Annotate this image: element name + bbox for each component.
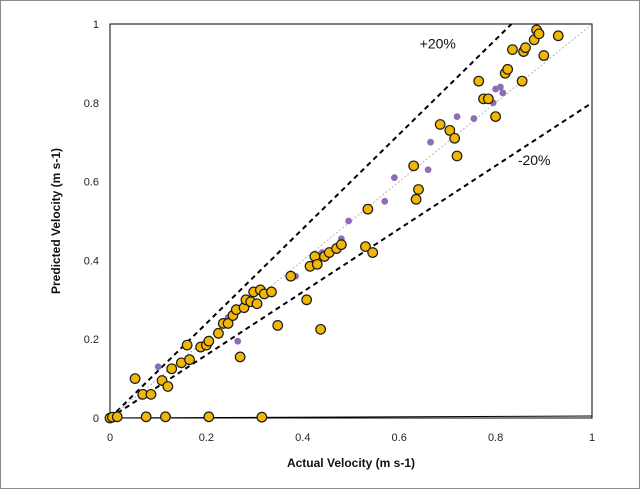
data-point <box>129 373 141 385</box>
data-point <box>410 193 422 205</box>
data-point-small <box>234 337 242 345</box>
x-tick-label: 0.6 <box>392 432 407 444</box>
data-point <box>408 160 420 172</box>
data-point-small <box>390 174 398 182</box>
data-point <box>360 241 371 253</box>
data-point <box>222 318 234 329</box>
reference-line-dashed-1 <box>109 101 593 419</box>
data-point <box>362 203 374 215</box>
data-point <box>552 30 564 42</box>
data-point <box>203 335 215 347</box>
data-series-0 <box>104 24 564 424</box>
x-tick-label: 0 <box>107 432 113 444</box>
data-point <box>516 75 528 87</box>
reference-lines <box>109 23 593 419</box>
data-point-small <box>453 113 461 120</box>
data-point <box>490 111 502 122</box>
annotation-minus-20: -20% <box>518 152 551 168</box>
y-tick-label: 0.8 <box>84 98 99 110</box>
x-tick-label: 0.8 <box>488 432 503 444</box>
tick-labels: 0 0.2 0.4 0.6 0.8 1 0 0.2 0.4 0.6 0.8 1 <box>84 19 595 444</box>
data-point <box>184 354 195 366</box>
data-point <box>473 75 485 87</box>
data-point <box>256 411 268 423</box>
y-tick-label: 0.2 <box>84 334 99 346</box>
data-point-small <box>497 83 504 91</box>
data-point <box>251 298 263 310</box>
data-point-small <box>499 89 507 97</box>
data-point <box>166 363 178 375</box>
data-series-layer <box>104 24 564 424</box>
reference-line-solid-3 <box>109 415 593 419</box>
x-axis-title: Actual Velocity (m s-1) <box>287 456 415 470</box>
y-tick-label: 0 <box>93 413 99 425</box>
data-point <box>444 124 456 136</box>
data-point <box>538 50 550 61</box>
data-point <box>145 388 157 400</box>
x-tick-label: 0.2 <box>199 432 214 444</box>
data-point <box>311 258 323 270</box>
data-point-small <box>424 166 432 174</box>
x-tick-label: 0.4 <box>295 432 310 444</box>
data-point <box>502 63 514 75</box>
data-point-small <box>154 363 162 371</box>
data-point <box>449 132 461 144</box>
y-tick-label: 0.6 <box>84 177 99 189</box>
data-point <box>335 239 347 251</box>
data-point-small <box>470 115 478 122</box>
data-point-small <box>427 138 434 146</box>
y-tick-label: 1 <box>93 19 99 31</box>
data-point <box>266 286 277 298</box>
data-point-small <box>381 197 389 205</box>
x-tick-label: 1 <box>589 432 595 444</box>
data-point <box>285 270 297 282</box>
data-point <box>213 327 224 339</box>
data-point <box>203 411 215 423</box>
reference-line-dashed-0 <box>109 23 513 419</box>
data-point <box>162 381 174 392</box>
data-point <box>272 320 284 331</box>
data-point <box>181 339 193 351</box>
y-tick-label: 0.4 <box>84 255 99 267</box>
y-axis-title: Predicted Velocity (m s-1) <box>49 148 63 294</box>
data-point <box>533 28 545 40</box>
annotation-plus-20: +20% <box>420 36 456 52</box>
data-point <box>315 323 327 335</box>
data-point <box>507 44 518 56</box>
data-point <box>434 119 446 130</box>
data-point <box>301 294 313 306</box>
data-point <box>482 93 494 105</box>
data-point <box>367 247 379 258</box>
data-point <box>160 411 171 423</box>
data-point <box>451 150 463 162</box>
data-point-small <box>345 217 352 225</box>
data-point <box>520 42 531 54</box>
data-point <box>234 351 246 363</box>
data-point <box>140 411 152 423</box>
data-point <box>413 184 424 195</box>
data-point <box>111 411 123 423</box>
